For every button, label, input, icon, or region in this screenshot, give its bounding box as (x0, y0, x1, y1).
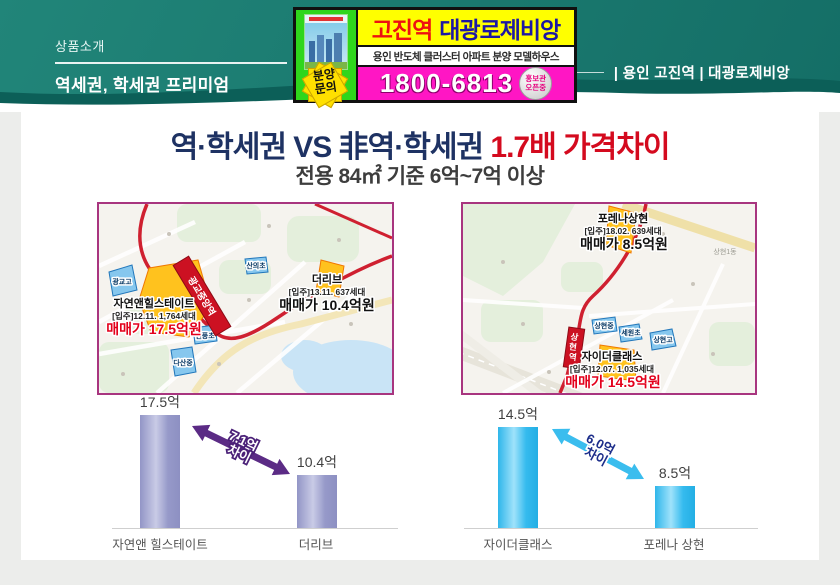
bar-hillstate: 17.5억 (140, 394, 180, 528)
school-areas (591, 316, 677, 351)
complex-name: 더리브 (312, 272, 342, 286)
banner-tagline-row: 용인 반도체 클러스터 아파트 분양 모델하우스 (358, 47, 574, 67)
complex-price: 매매가 8.5억원 (580, 236, 668, 252)
diff-arrow-purple: 7.1억 차이 (192, 424, 290, 476)
page-title: 역·학세권 VS 非역·학세권 1.7배 가격차이 (0, 122, 840, 166)
banner-tagline: 용인 반도체 클러스터 아파트 분양 모델하우스 (372, 50, 560, 63)
school-label: 세원초 (621, 328, 641, 337)
complex-area-forena (605, 205, 637, 254)
map-left-canvas: 광교고 산의초 신풍초 다산중 광교중앙역 자연앤힐스테이트 [입주]12.11… (99, 204, 392, 393)
bar-value-label: 10.4억 (296, 454, 338, 470)
chart-baseline (464, 528, 758, 529)
school-label: 신풍초 (195, 331, 215, 340)
bar-value-label: 17.5억 (139, 394, 181, 410)
map-right-parks (463, 204, 755, 366)
bar-value-label: 14.5억 (497, 406, 539, 422)
station-banner-sanghyeon: 상 현 역 (562, 326, 586, 370)
bar-xi-theclass: 14.5억 (498, 406, 538, 528)
phone-number[interactable]: 1800-6813 (379, 68, 514, 98)
ad-banner-left-panel: 분양 문의 (296, 10, 356, 109)
page-title-highlight: 1.7배 가격차이 (483, 131, 670, 164)
complex-price: 매매가 10.4억원 (279, 297, 375, 313)
apartment-poster-thumbnail (304, 14, 348, 70)
poi-dots (501, 232, 715, 374)
inquiry-burst-badge: 분양 문의 (294, 61, 356, 109)
complex-movein: [입주]13.11. 637세대 (289, 287, 366, 297)
category-label: 포레나 상현 (643, 538, 705, 552)
open-badge-line1: 홍보관 (525, 74, 547, 83)
open-badge-line2: 오픈중 (525, 82, 547, 92)
showroom-open-badge: 홍보관 오픈중 (519, 67, 553, 100)
header-right-tag: | 용인 고진역 | 대광로제비앙 (613, 66, 790, 82)
category-label: 자연앤 힐스테이트 (112, 538, 208, 552)
complex-areas (597, 205, 637, 382)
map-right-canvas: 상현1동 상현중 세원초 상현고 상 현 역 (463, 204, 755, 393)
section-label: 상품소개 (55, 39, 105, 54)
complex-name: 자이더클래스 (582, 349, 643, 363)
page-title-main: 역·학세권 VS 非역·학세권 (170, 131, 484, 164)
price-chart-left: 17.5억 10.4억 자연앤 힐스테이트 더리브 7.1억 차이 (100, 394, 410, 563)
ad-banner[interactable]: 분양 문의 고진역 대광로제비앙 용인 반도체 클러스터 아파트 분양 모델하우… (293, 7, 577, 109)
category-label: 더리브 (298, 538, 334, 552)
banner-phone-row[interactable]: 1800-6813 홍보관 오픈중 (358, 67, 574, 100)
complex-movein: [입주]12.11. 1,764세대 (112, 311, 196, 321)
banner-title-row: 고진역 대광로제비앙 (358, 10, 574, 48)
bar-value-label: 8.5억 (658, 465, 692, 481)
diff-label: 7.1억 차이 (221, 428, 264, 468)
school-label: 광교고 (112, 277, 132, 286)
bar-theliv: 10.4억 (297, 454, 337, 528)
school-label: 다산중 (173, 358, 193, 367)
banner-station-name: 고진역 (371, 16, 433, 43)
school-label: 상현중 (594, 321, 614, 330)
category-label: 자이더클래스 (483, 538, 553, 552)
price-chart-right: 14.5억 8.5억 자이더클래스 포레나 상현 6.0억 차이 (452, 403, 770, 563)
complex-name: 자연앤힐스테이트 (114, 296, 195, 310)
school-label: 산의초 (246, 261, 266, 270)
complex-area-theliv (315, 259, 345, 298)
complex-movein: [입주]18.02. 639세대 (584, 226, 661, 236)
section-divider (55, 62, 287, 64)
school-label: 상현고 (653, 335, 673, 344)
section-title: 역세권, 학세권 프리미엄 (55, 76, 230, 95)
complex-name: 포레나상현 (598, 211, 649, 225)
map-right-sanghyeon: 상현1동 상현중 세원초 상현고 상 현 역 (461, 202, 757, 395)
bar-forena: 8.5억 (655, 465, 695, 528)
map-left-yellow-road (191, 296, 392, 393)
banner-brand-name: 대광로제비앙 (439, 16, 561, 43)
rail-line (558, 204, 648, 393)
school-areas (108, 256, 269, 377)
complex-price: 매매가 17.5억원 (106, 321, 202, 337)
station-banner-label: 상 현 역 (567, 331, 581, 362)
diff-arrow-cyan: 6.0억 차이 (552, 429, 644, 480)
map-left-gwanggyo: 광교고 산의초 신풍초 다산중 광교중앙역 자연앤힐스테이트 [입주]12.11… (97, 202, 394, 395)
complex-movein: [입주]12.07. 1,035세대 (570, 364, 654, 374)
complex-price: 매매가 14.5억원 (565, 374, 661, 390)
complex-area-xi (597, 344, 637, 382)
district-label: 상현1동 (713, 247, 737, 256)
chart-baseline (112, 528, 398, 529)
page-subtitle: 전용 84㎡ 기준 6억~7억 이상 (295, 165, 545, 188)
